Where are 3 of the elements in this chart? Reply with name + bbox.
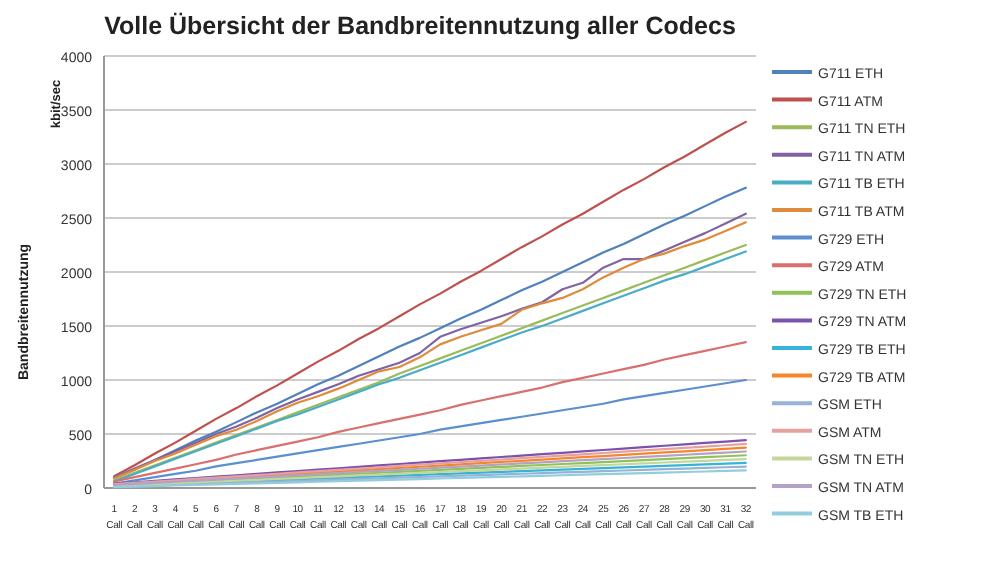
line-series [113,341,747,483]
chart-title: Volle Übersicht der Bandbreitennutzung aller Codecs [104,12,736,40]
line-series [113,120,747,478]
